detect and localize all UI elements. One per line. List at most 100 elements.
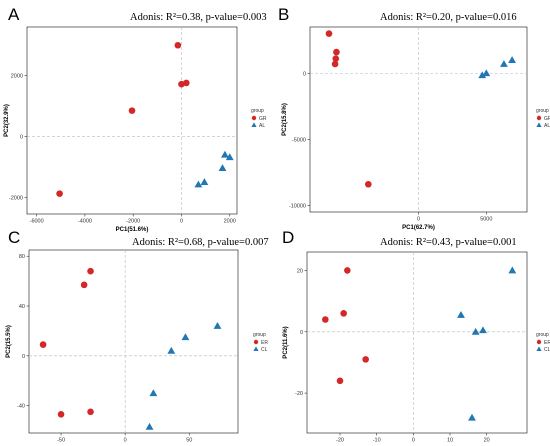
legend-title-d: group <box>536 332 549 338</box>
plot-frame-a <box>26 26 238 215</box>
panel-label-d: D <box>282 228 294 247</box>
x-axis-label-b: PC1(62.7%) <box>402 225 435 231</box>
y-tick-label: -5000 <box>292 137 306 143</box>
y-tick-label: 20 <box>297 268 303 274</box>
point-er <box>344 267 351 274</box>
point-er <box>87 408 94 416</box>
x-tick-label: -10 <box>373 438 381 444</box>
y-axis-label-b: PC2(15.8%) <box>282 103 288 136</box>
y-axis-label-a: PC2(32.9%) <box>4 104 10 137</box>
point-cl <box>213 322 222 329</box>
legend-marker-cl <box>536 346 542 351</box>
point-gr <box>331 60 339 68</box>
point-al <box>482 69 491 77</box>
point-er <box>362 356 369 363</box>
x-tick-label: -2000 <box>126 219 140 225</box>
x-tick-label: 0 <box>412 438 415 444</box>
panel-a: A Adonis: R²=0.38, p-value=0.003 -6000 -400… <box>4 5 267 233</box>
panel-label-c: C <box>8 228 20 247</box>
legend-label-cl: CL <box>544 347 550 353</box>
panel-label-b: B <box>278 5 289 24</box>
point-gr <box>333 48 340 56</box>
point-gr <box>365 180 372 188</box>
x-tick-label: 2000 <box>224 219 236 225</box>
x-tick-label: 5000 <box>480 217 492 223</box>
point-er <box>340 310 347 317</box>
legend-label-cl: CL <box>261 347 268 353</box>
legend-marker-er <box>253 339 259 345</box>
point-cl <box>479 326 487 334</box>
point-gr <box>332 55 340 63</box>
y-tick-label: 40 <box>19 304 25 310</box>
panel-title-a: Adonis: R²=0.38, p-value=0.003 <box>130 12 267 23</box>
x-tick-label: 50 <box>186 438 192 444</box>
point-cl <box>167 346 176 354</box>
legend-marker-cl <box>253 346 259 351</box>
panel-title-c: Adonis: R²=0.68, p-value=0.007 <box>132 237 269 248</box>
point-al <box>508 56 516 63</box>
point-cl <box>149 389 158 397</box>
point-al <box>225 153 234 161</box>
panel-b: B Adonis: R²=0.20, p-value=0.016 0 5000 -100… <box>278 5 550 231</box>
y-tick-label: -2000 <box>9 195 23 201</box>
legend-marker-al <box>251 122 257 127</box>
panel-d: D Adonis: R²=0.43, p-value=0.001 -20 -10 0 10… <box>282 228 550 444</box>
y-tick-label: 2000 <box>11 74 23 80</box>
point-cl <box>457 310 465 318</box>
x-tick-label: 20 <box>484 438 490 444</box>
point-er <box>80 281 88 289</box>
point-al <box>218 164 227 172</box>
x-tick-label: 10 <box>447 438 453 444</box>
y-tick-label: 0 <box>20 134 23 140</box>
y-tick-label: 0 <box>300 330 303 336</box>
legend-marker-gr <box>251 115 257 121</box>
point-cl <box>181 333 190 341</box>
point-al <box>200 178 209 185</box>
legend-marker-gr <box>536 115 542 121</box>
plot-frame-d <box>306 251 528 434</box>
y-tick-label: -10000 <box>289 203 306 209</box>
x-tick-label: 0 <box>124 438 127 444</box>
y-tick-label: -20 <box>295 391 303 397</box>
x-axis-label-a: PC1(51.6%) <box>116 227 149 233</box>
x-tick-label: -6000 <box>30 219 44 225</box>
y-tick-label: 80 <box>19 254 25 260</box>
legend-label-er: ER <box>544 340 550 346</box>
legend-title-c: group <box>253 332 266 338</box>
plot-frame-c <box>28 249 239 434</box>
point-cl <box>471 327 480 335</box>
y-tick-label: -40 <box>17 404 25 410</box>
y-axis-label-d: PC2(11.6%) <box>283 326 289 358</box>
x-tick-label: 0 <box>180 219 183 225</box>
point-al <box>500 60 508 67</box>
x-tick-label: -50 <box>57 438 65 444</box>
point-gr <box>174 41 182 49</box>
legend-label-er: ER <box>261 340 268 346</box>
legend-marker-al <box>536 122 542 127</box>
legend-title-b: group <box>536 108 549 114</box>
x-tick-label: 0 <box>417 217 420 223</box>
point-er <box>322 316 329 323</box>
panel-title-d: Adonis: R²=0.43, p-value=0.001 <box>380 237 517 248</box>
point-er <box>87 267 94 275</box>
panel-label-a: A <box>8 5 20 24</box>
panel-title-b: Adonis: R²=0.20, p-value=0.016 <box>380 12 517 23</box>
y-axis-label-c: PC2(15.5%) <box>6 325 12 358</box>
point-cl <box>468 413 476 421</box>
point-er <box>336 377 344 385</box>
point-al <box>221 150 229 158</box>
legend-marker-er <box>536 339 542 345</box>
point-gr <box>56 190 63 197</box>
point-gr <box>183 79 190 87</box>
point-er <box>57 411 65 418</box>
legend-title-a: group <box>251 108 264 114</box>
y-tick-label: 0 <box>22 354 25 360</box>
legend-label-gr: GR <box>259 116 267 122</box>
legend-label-gr: GR <box>544 116 550 122</box>
y-tick-label: 0 <box>303 71 306 77</box>
point-al <box>194 180 203 188</box>
point-gr <box>325 30 333 37</box>
legend-label-al: AL <box>544 123 550 129</box>
x-tick-label: -4000 <box>78 219 92 225</box>
